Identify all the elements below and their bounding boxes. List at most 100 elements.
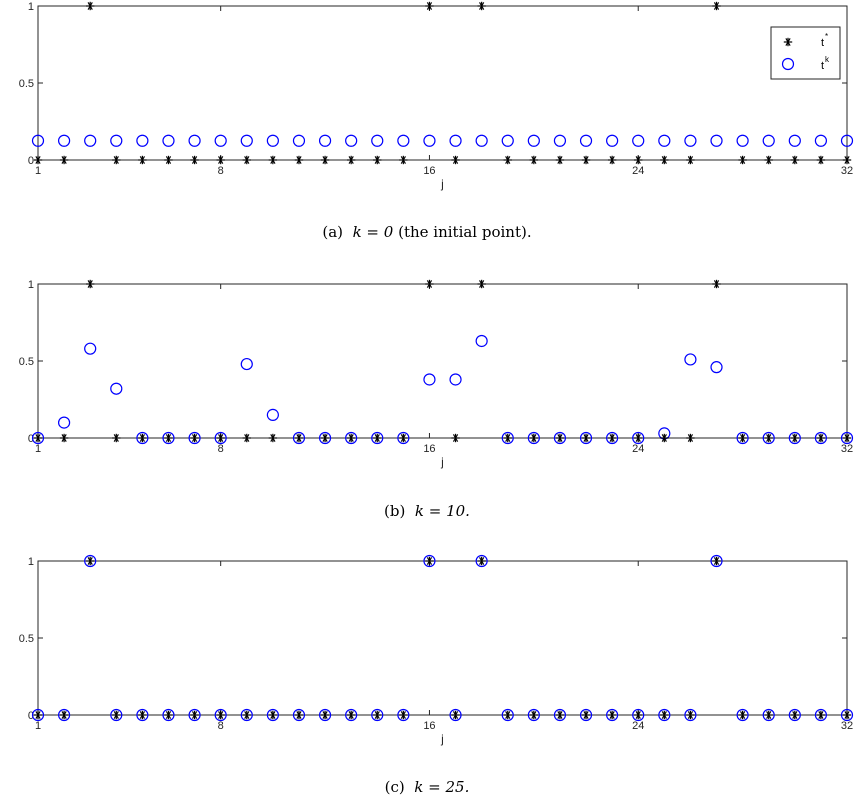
star-point: [399, 710, 408, 720]
x-tick-label: 1: [35, 720, 41, 732]
circle-point: [110, 382, 123, 395]
star-point: [686, 155, 695, 165]
star-point: [85, 1, 95, 11]
circle-point: [527, 708, 540, 722]
circle-point: [266, 408, 279, 421]
y-tick-label: 0: [28, 155, 34, 167]
circle-point: [318, 134, 332, 147]
caption-prefix: (b): [384, 502, 415, 520]
star-point: [451, 433, 460, 443]
star-point: [660, 433, 669, 443]
x-axis-label: j: [440, 177, 444, 191]
star-point: [268, 433, 278, 443]
circle-point: [31, 134, 45, 147]
x-tick-label: 24: [632, 720, 644, 732]
star-point: [85, 279, 95, 289]
circle-point: [318, 708, 332, 722]
circle-point: [475, 334, 488, 348]
circle-point: [31, 431, 45, 445]
plot-frame: [37, 560, 848, 716]
star-point: [712, 1, 721, 11]
star-point: [294, 155, 304, 165]
star-point: [138, 433, 147, 443]
panel-caption: (c) k = 25.: [385, 778, 470, 796]
circle-point: [606, 708, 619, 722]
x-tick-label: 32: [841, 165, 853, 177]
x-tick-label: 16: [423, 443, 435, 455]
star-point: [346, 155, 356, 165]
circle-point: [136, 431, 149, 445]
star-point: [529, 710, 539, 720]
star-point: [451, 710, 460, 720]
legend-sup-circle: k: [825, 55, 830, 64]
circle-point: [840, 134, 854, 147]
star-point: [112, 433, 121, 443]
y-tick-label: 0.5: [19, 78, 34, 90]
star-point: [816, 433, 826, 443]
star-point: [242, 155, 251, 165]
circle-point: [814, 431, 828, 445]
star-point: [190, 155, 199, 165]
star-point: [660, 155, 669, 165]
circle-point: [788, 708, 801, 722]
legend-open-circle-marker-icon: [781, 57, 795, 71]
circle-point: [84, 342, 97, 355]
star-point: [712, 279, 721, 289]
circle-point: [684, 353, 697, 366]
circle-point: [110, 708, 123, 722]
star-point: [634, 433, 643, 443]
star-point: [346, 710, 356, 720]
legend-box: [770, 26, 841, 80]
star-point: [738, 433, 747, 443]
star-point: [138, 710, 147, 720]
circle-point: [736, 431, 749, 445]
plot-frame: [37, 283, 848, 439]
circle-point: [240, 357, 253, 371]
star-point: [790, 155, 800, 165]
x-tick-label: 8: [218, 443, 224, 455]
circle-point: [371, 708, 384, 722]
star-point: [660, 710, 669, 720]
star-point: [451, 155, 460, 165]
circle-point: [736, 708, 749, 722]
circle-point: [553, 431, 567, 445]
star-point: [790, 433, 800, 443]
circle-point: [162, 708, 175, 722]
star-point: [138, 155, 147, 165]
star-point: [33, 155, 43, 165]
series-tk: [31, 334, 854, 445]
panel-c: 1 8 16 24 32 0 0.5 1 j (c) k = 25.: [19, 554, 854, 796]
star-point: [607, 710, 617, 720]
star-point: [320, 710, 330, 720]
circle-point: [188, 431, 201, 445]
star-point: [373, 433, 382, 443]
circle-point: [606, 431, 619, 445]
series-tk: [31, 134, 854, 147]
star-point: [425, 1, 434, 11]
circle-point: [214, 134, 227, 147]
circle-point: [527, 134, 540, 147]
star-point: [607, 433, 617, 443]
x-tick-label: 16: [423, 165, 435, 177]
circle-point: [188, 134, 201, 147]
star-point: [764, 155, 773, 165]
y-tick-label: 0.5: [19, 356, 34, 368]
star-point: [503, 155, 512, 165]
circle-point: [579, 431, 593, 445]
star-point: [477, 1, 486, 11]
star-point: [33, 710, 43, 720]
circle-point: [840, 708, 854, 722]
circle-point: [31, 708, 45, 722]
circle-point: [214, 431, 227, 445]
circle-point: [345, 431, 358, 445]
star-point: [164, 710, 173, 720]
star-point: [607, 155, 617, 165]
star-point: [164, 155, 173, 165]
circle-point: [345, 708, 358, 722]
circle-point: [788, 134, 801, 147]
circle-point: [345, 134, 358, 147]
star-point: [529, 155, 539, 165]
circle-point: [606, 134, 619, 147]
circle-point: [292, 431, 306, 445]
circle-point: [553, 708, 567, 722]
